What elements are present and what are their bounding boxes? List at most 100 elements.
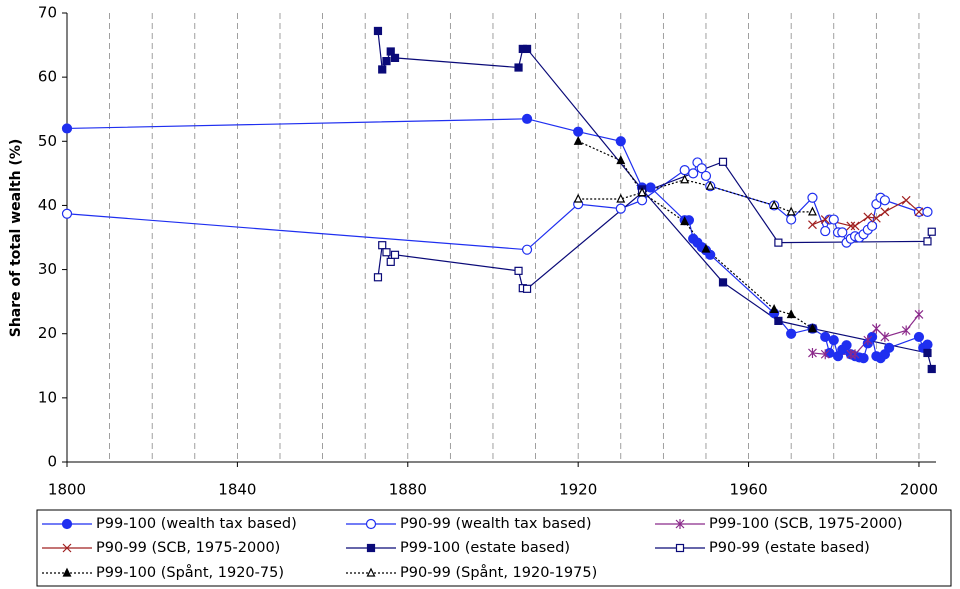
x-tick-label: 1880 — [389, 481, 427, 499]
legend-marker — [675, 519, 685, 529]
marker — [573, 193, 583, 203]
marker — [828, 335, 839, 346]
series-line — [66, 161, 928, 251]
marker — [807, 323, 817, 333]
marker — [807, 206, 817, 216]
marker — [718, 157, 728, 166]
marker — [680, 216, 690, 226]
marker — [616, 193, 626, 203]
x-tick-label: 2000 — [900, 481, 938, 499]
y-tick-label: 30 — [38, 260, 57, 278]
marker — [573, 126, 584, 137]
marker — [850, 349, 860, 360]
marker — [522, 284, 532, 293]
y-axis-label: Share of total wealth (%) — [8, 139, 24, 338]
marker — [820, 331, 831, 343]
marker — [615, 136, 626, 147]
marker — [386, 47, 395, 56]
marker — [914, 309, 924, 320]
marker — [390, 250, 400, 259]
legend-label: P99-100 (Spånt, 1920-75) — [96, 564, 284, 581]
marker — [637, 187, 647, 197]
marker — [61, 208, 73, 219]
marker — [573, 135, 583, 145]
marker — [373, 273, 383, 282]
legend-label: P90-99 (Spånt, 1920-1975) — [400, 564, 597, 581]
marker — [390, 53, 400, 63]
marker — [927, 227, 936, 236]
marker — [846, 221, 856, 231]
marker — [680, 174, 690, 184]
marker — [820, 349, 830, 360]
marker — [786, 214, 797, 225]
marker — [636, 195, 648, 206]
marker — [828, 214, 839, 225]
marker — [913, 331, 925, 343]
marker — [808, 220, 817, 230]
marker — [521, 113, 533, 124]
marker — [514, 266, 523, 275]
marker — [382, 57, 391, 66]
y-tick-label: 40 — [38, 196, 57, 214]
marker — [923, 237, 932, 246]
marker — [867, 331, 878, 343]
marker — [615, 203, 626, 214]
y-tick-label: 20 — [38, 324, 57, 342]
legend-label: P99-100 (estate based) — [400, 540, 570, 556]
marker — [914, 207, 924, 217]
marker — [522, 44, 532, 54]
marker — [901, 325, 911, 336]
marker — [774, 238, 783, 247]
marker — [820, 225, 831, 237]
marker — [923, 348, 932, 358]
legend-marker — [61, 518, 73, 530]
legend-label: P90-99 (estate based) — [709, 540, 870, 556]
x-tick-label: 1920 — [559, 481, 597, 499]
marker — [514, 63, 523, 72]
marker — [616, 155, 626, 165]
marker — [837, 227, 848, 238]
legend-label: P90-99 (wealth tax based) — [400, 516, 592, 532]
marker — [922, 339, 933, 350]
marker — [808, 347, 817, 358]
marker — [688, 168, 699, 179]
legend-marker — [366, 543, 376, 553]
marker — [786, 309, 796, 319]
marker — [841, 340, 852, 351]
marker — [880, 207, 890, 217]
y-tick-label: 0 — [47, 453, 57, 471]
marker — [901, 195, 911, 205]
marker — [61, 123, 73, 134]
marker — [863, 335, 873, 346]
marker — [879, 195, 890, 206]
x-tick-label: 1960 — [729, 481, 767, 499]
legend-label: P99-100 (SCB, 1975-2000) — [709, 516, 903, 532]
legend-marker — [62, 543, 72, 553]
marker — [858, 352, 869, 364]
legend-marker — [675, 543, 685, 553]
series-line — [377, 30, 933, 370]
marker — [850, 221, 860, 231]
marker — [378, 241, 387, 250]
x-tick-label: 1840 — [218, 481, 256, 499]
marker — [774, 316, 783, 325]
marker — [880, 331, 890, 342]
legend-marker — [62, 567, 72, 577]
marker — [786, 206, 796, 216]
legend-box — [36, 509, 952, 587]
marker — [386, 257, 395, 266]
marker — [922, 206, 933, 217]
marker — [378, 65, 387, 74]
marker — [863, 212, 873, 222]
marker — [718, 278, 728, 287]
legend-label: P90-99 (SCB, 1975-2000) — [96, 540, 280, 556]
marker — [807, 192, 818, 203]
series-line — [66, 118, 928, 359]
marker — [679, 165, 690, 176]
marker — [769, 200, 779, 210]
marker — [769, 303, 779, 313]
series-line — [577, 140, 813, 330]
y-tick-label: 50 — [38, 132, 57, 150]
legend-marker — [365, 518, 377, 530]
